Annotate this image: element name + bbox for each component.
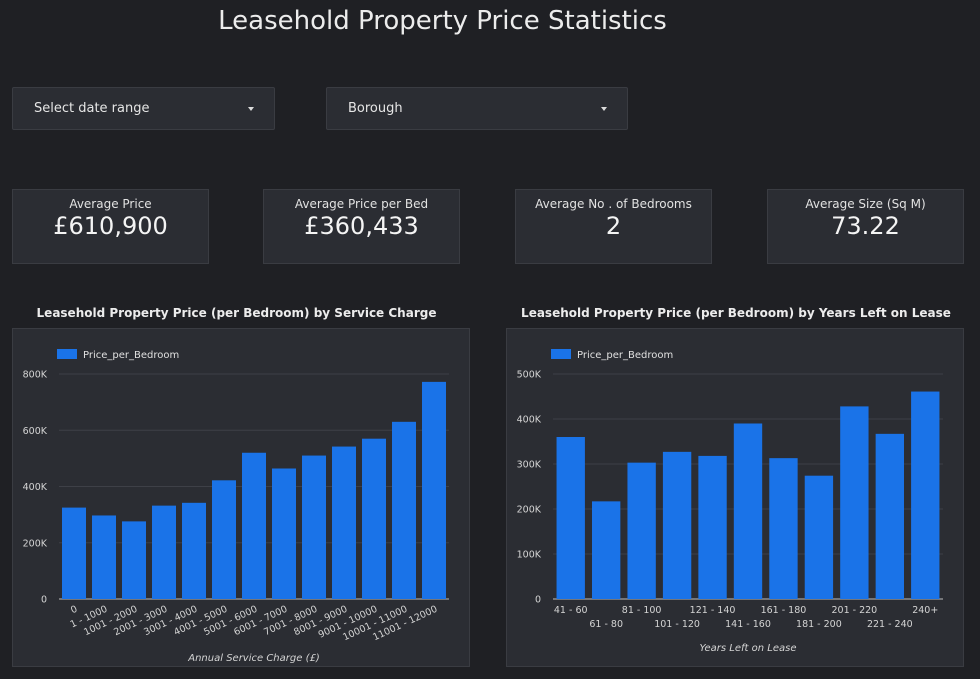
- date-range-dropdown[interactable]: Select date range: [12, 87, 275, 130]
- bar: [911, 391, 940, 599]
- kpi-value: £360,433: [304, 212, 419, 240]
- x-tick-label: 101 - 120: [654, 619, 700, 630]
- chart-panel-service-charge: Price_per_Bedroom 0 200K 400K 600K 800K 0 1 - 1…: [12, 328, 470, 667]
- y-tick-label: 400K: [517, 415, 542, 426]
- y-tick-label: 500K: [517, 370, 542, 381]
- x-tick-label: 161 - 180: [761, 605, 807, 616]
- legend: Price_per_Bedroom: [57, 349, 179, 361]
- kpi-card-average-bedrooms: Average No . of Bedrooms 2: [515, 189, 712, 264]
- bar: [152, 505, 176, 599]
- x-tick-label: 121 - 140: [690, 605, 736, 616]
- bar: [242, 452, 266, 599]
- legend-label: Price_per_Bedroom: [83, 350, 179, 361]
- bar: [332, 446, 356, 599]
- y-tick-label: 600K: [23, 426, 48, 437]
- kpi-label: Average No . of Bedrooms: [535, 197, 692, 211]
- bar: [182, 502, 206, 599]
- legend: Price_per_Bedroom: [551, 349, 673, 361]
- x-tick-label: 41 - 60: [554, 605, 588, 616]
- kpi-label: Average Price per Bed: [294, 197, 429, 211]
- bar: [733, 423, 763, 599]
- x-tick-label: 141 - 160: [725, 619, 771, 630]
- legend-swatch: [551, 349, 571, 359]
- bar: [556, 437, 585, 599]
- kpi-value: £610,900: [53, 212, 168, 240]
- x-axis-title: Years Left on Lease: [700, 643, 797, 654]
- years-left-bar-chart: Price_per_Bedroom 0 100K 200K 300K 400K 500K 41…: [517, 349, 943, 654]
- x-tick-label: 0: [69, 604, 79, 617]
- borough-dropdown[interactable]: Borough: [326, 87, 628, 130]
- x-tick-label: 61 - 80: [589, 619, 623, 630]
- kpi-value: 2: [605, 212, 622, 240]
- y-tick-label: 200K: [517, 505, 542, 516]
- bar: [212, 480, 236, 599]
- y-tick-label: 800K: [23, 370, 48, 381]
- kpi-card-average-price: Average Price £610,900: [12, 189, 209, 264]
- x-tick-label: 81 - 100: [622, 605, 662, 616]
- borough-label: Borough: [348, 101, 403, 116]
- bar: [592, 501, 621, 599]
- chart-title-service-charge: Leasehold Property Price (per Bedroom) b…: [36, 306, 437, 320]
- bar: [122, 521, 146, 599]
- bar: [840, 406, 869, 599]
- bar: [422, 381, 446, 599]
- page-title: Leasehold Property Price Statistics: [218, 6, 667, 36]
- bar: [804, 475, 834, 599]
- x-tick-label: 181 - 200: [796, 619, 842, 630]
- kpi-card-average-size: Average Size (Sq M) 73.22: [767, 189, 964, 264]
- y-tick-label: 400K: [23, 482, 48, 493]
- bar: [392, 421, 416, 599]
- y-tick-label: 100K: [517, 550, 542, 561]
- x-tick-label: 240+: [912, 605, 938, 616]
- date-range-label: Select date range: [34, 101, 150, 116]
- caret-down-icon: [601, 106, 607, 111]
- kpi-label: Average Price: [69, 197, 152, 211]
- bar: [362, 438, 386, 599]
- bar: [92, 515, 116, 599]
- kpi-value: 73.22: [831, 212, 900, 240]
- legend-swatch: [57, 349, 77, 359]
- chart-title-years-left: Leasehold Property Price (per Bedroom) b…: [521, 306, 951, 320]
- bar: [698, 455, 727, 599]
- bar: [875, 433, 904, 599]
- bar: [662, 451, 692, 599]
- bar: [769, 458, 798, 599]
- bar: [627, 462, 656, 599]
- y-tick-label: 0: [535, 595, 541, 606]
- caret-down-icon: [248, 106, 254, 111]
- kpi-label: Average Size (Sq M): [805, 197, 926, 211]
- legend-label: Price_per_Bedroom: [577, 350, 673, 361]
- x-axis-title: Annual Service Charge (£): [187, 653, 319, 664]
- x-tick-label: 221 - 240: [867, 619, 913, 630]
- bar: [272, 468, 296, 599]
- bar: [62, 507, 86, 599]
- x-tick-label: 201 - 220: [831, 605, 877, 616]
- chart-panel-years-left: Price_per_Bedroom 0 100K 200K 300K 400K 500K 41…: [506, 328, 964, 667]
- kpi-card-average-price-per-bed: Average Price per Bed £360,433: [263, 189, 460, 264]
- y-tick-label: 0: [41, 595, 47, 606]
- y-tick-label: 300K: [517, 460, 542, 471]
- bar: [302, 455, 326, 599]
- y-tick-label: 200K: [23, 538, 48, 549]
